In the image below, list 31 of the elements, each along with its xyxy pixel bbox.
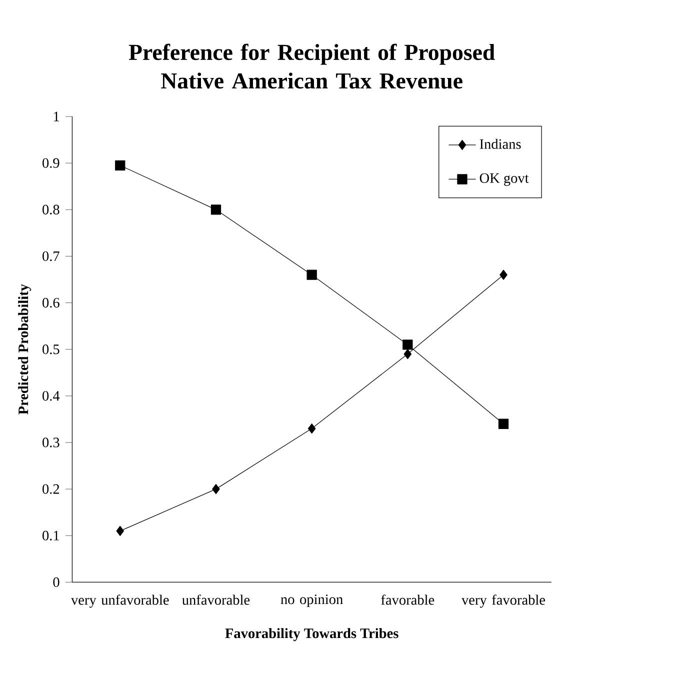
y-tick-label: 0.8 [42, 204, 60, 214]
x-tick-label: unfavorable [182, 594, 250, 605]
x-axis-title: Favorability Towards Tribes [225, 628, 398, 642]
x-tick-label: no opinion [280, 594, 343, 608]
point [402, 340, 413, 350]
y-tick-label: 1 [54, 112, 59, 122]
y-tick-label: 0.6 [42, 298, 60, 308]
y-tick-label: 0.2 [42, 484, 60, 494]
y-tick-label: 0 [53, 577, 60, 588]
y-tick-label: 0.3 [42, 438, 60, 448]
y-tick-label: 0.5 [42, 344, 60, 354]
y-tick-label: 0.1 [42, 530, 59, 540]
point [116, 526, 124, 536]
point [404, 348, 412, 360]
x-tick-label: favorable [381, 594, 434, 605]
y-axis-title: Predicted Probability [18, 284, 32, 414]
legend-label: OK govt [480, 173, 529, 186]
point [212, 484, 220, 494]
y-tick-label: 0.7 [42, 251, 60, 262]
x-tick-label: very unfavorable [70, 594, 169, 608]
point [115, 160, 126, 170]
point [308, 423, 316, 434]
point [210, 204, 222, 215]
point [306, 270, 317, 280]
chart-title: Preference for Recipient of Proposed Native American Tax Revenue [128, 44, 495, 89]
y-tick-label: 0.9 [42, 158, 60, 168]
point [498, 418, 509, 429]
point [500, 270, 508, 280]
x-tick-label: very favorable [461, 594, 546, 608]
legend-label: Indians [480, 138, 521, 149]
y-tick-label: 0.4 [42, 391, 60, 401]
